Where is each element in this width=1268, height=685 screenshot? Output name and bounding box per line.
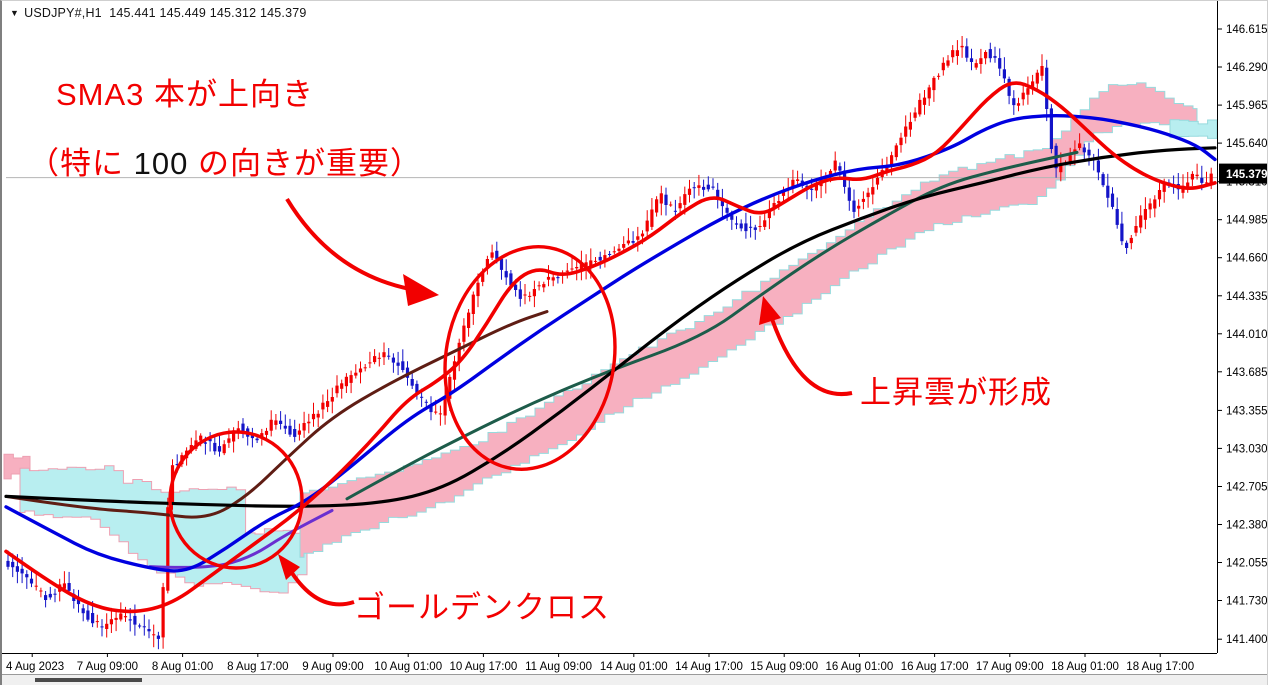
- price-tick-label: 143.030: [1226, 443, 1268, 455]
- price-tick-label: 141.400: [1226, 634, 1268, 646]
- price-tick-label: 144.660: [1226, 253, 1268, 265]
- annotation-note2-post: の向きが重要）: [188, 146, 422, 181]
- price-tick-label: 141.730: [1226, 596, 1268, 608]
- time-tick-label: 11 Aug 09:00: [525, 661, 592, 673]
- time-tick-label: 18 Aug 17:00: [1126, 661, 1194, 673]
- sma-100-black-line: [4, 146, 1217, 508]
- time-tick-label: 18 Aug 01:00: [1051, 661, 1119, 673]
- price-tick-label: 145.965: [1226, 100, 1268, 112]
- price-axis: 146.615146.290145.965145.640145.310144.9…: [1217, 24, 1268, 646]
- scrollbar-thumb[interactable]: [35, 678, 142, 682]
- sma-mid-blue-line: [4, 114, 1217, 573]
- price-tick-label: 142.380: [1226, 520, 1268, 532]
- time-tick-label: 8 Aug 17:00: [227, 661, 288, 673]
- cloud-arrow-head: [759, 296, 781, 325]
- golden-arrow-head: [278, 554, 300, 580]
- time-tick-label: 9 Aug 09:00: [302, 661, 363, 673]
- price-tick-label: 144.010: [1226, 329, 1268, 341]
- time-axis: 4 Aug 2023 7 Aug 09:00 8 Aug 01:00 8 Aug 17…: [6, 653, 1194, 673]
- sma-fast-red-line: [4, 81, 1217, 614]
- annotation-sma-note-line2: （特に 100 の向きが重要）: [28, 138, 422, 183]
- time-tick-label: 17 Aug 09:00: [976, 661, 1044, 673]
- time-tick-label: 14 Aug 17:00: [675, 661, 743, 673]
- annotation-note2-pre: （特に: [28, 146, 134, 181]
- chart-title-bar: ▼ USDJPY#,H1 145.441 145.449 145.312 145.…: [10, 6, 307, 20]
- time-tick-label: 14 Aug 01:00: [600, 661, 668, 673]
- annotation-shapes: [168, 197, 853, 607]
- annotation-cloud-note: 上昇雲が形成: [860, 375, 1052, 410]
- arrow-heads: [278, 274, 781, 580]
- price-tick-label: 144.985: [1226, 215, 1268, 227]
- sma-note-arrow: [285, 197, 411, 291]
- golden-note-arrow: [290, 571, 355, 607]
- chart-ohlc-quotes: 145.441 145.449 145.312 145.379: [109, 6, 307, 20]
- price-tick-label: 146.615: [1226, 24, 1268, 36]
- current-price-badge-value: 145.379: [1226, 169, 1268, 181]
- chart-symbol-period: USDJPY#,H1: [24, 6, 102, 20]
- sma-arrow-head: [403, 274, 439, 306]
- price-tick-label: 142.705: [1226, 482, 1268, 494]
- time-tick-label: 16 Aug 17:00: [901, 661, 969, 673]
- price-tick-label: 142.055: [1226, 558, 1268, 570]
- annotation-sma-note-line1: SMA3 本が上向き: [56, 77, 315, 112]
- current-price-badge: [1219, 163, 1267, 184]
- time-tick-label: 8 Aug 01:00: [152, 661, 213, 673]
- chart-dropdown-icon[interactable]: ▼: [10, 8, 20, 18]
- time-tick-label: 15 Aug 09:00: [750, 661, 818, 673]
- time-tick-label: 4 Aug 2023: [6, 661, 64, 673]
- cloud-bearish-cyan: [19, 465, 308, 594]
- horizontal-scrollbar[interactable]: [2, 674, 1267, 685]
- golden-cross-circle: [168, 430, 304, 570]
- cloud-right-cyan: [1169, 119, 1218, 139]
- annotation-note2-number: 100: [133, 146, 189, 181]
- time-tick-label: 7 Aug 09:00: [77, 661, 138, 673]
- annotation-golden-cross-note: ゴールデンクロス: [354, 590, 610, 625]
- price-tick-label: 145.640: [1226, 138, 1268, 150]
- price-tick-label: 146.290: [1226, 62, 1268, 74]
- maroon-line: [4, 310, 549, 519]
- time-tick-label: 16 Aug 01:00: [826, 661, 894, 673]
- price-tick-label: 143.685: [1226, 367, 1268, 379]
- sma-trend-circle: [443, 245, 617, 471]
- time-tick-label: 10 Aug 17:00: [450, 661, 518, 673]
- time-tick-label: 10 Aug 01:00: [374, 661, 442, 673]
- cloud-note-arrow: [770, 318, 853, 397]
- candles-layer: [6, 36, 1213, 650]
- senkou-green-line: [345, 150, 1079, 501]
- price-tick-label: 144.335: [1226, 291, 1268, 303]
- price-tick-label: 143.355: [1226, 405, 1268, 417]
